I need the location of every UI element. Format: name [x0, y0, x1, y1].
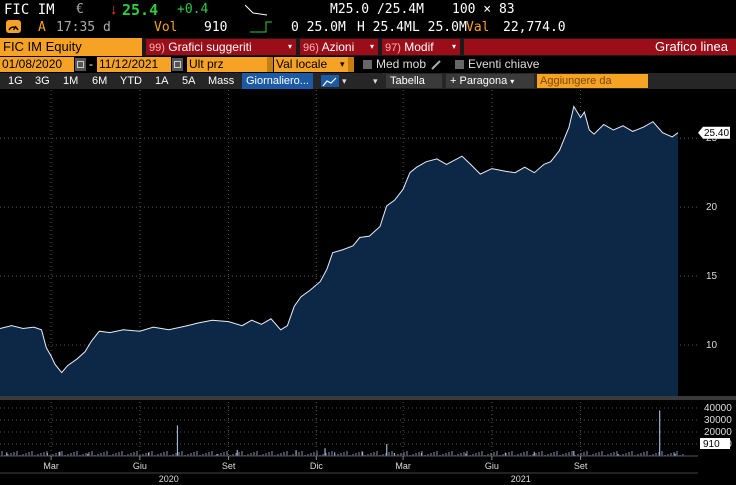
chart-type-title: Grafico linea — [464, 39, 736, 55]
start-date-field[interactable]: 01/08/2020 — [0, 57, 74, 72]
menu-label: Grafici suggeriti — [168, 40, 252, 54]
dropdown-handle[interactable] — [348, 57, 354, 72]
frequency-select[interactable]: Giornaliero... — [242, 73, 313, 89]
suggested-charts-menu[interactable]: 99) Grafici suggeriti ▾ — [146, 39, 296, 55]
key-events-checkbox[interactable] — [455, 60, 464, 69]
panel-divider[interactable] — [0, 396, 736, 400]
bid-ask: M25.0 /25.4M — [330, 2, 424, 17]
compare-label: Paragona — [459, 75, 508, 87]
end-date-field[interactable]: 11/12/2021 — [97, 57, 171, 72]
volume-tick-label: 20000 — [704, 427, 732, 438]
year-label: 2021 — [511, 474, 531, 484]
price-line — [0, 105, 679, 374]
chevron-down-icon: ▾ — [510, 77, 515, 86]
key-events-label: Eventi chiave — [468, 57, 540, 71]
price-field-select[interactable]: Ult prz — [187, 57, 267, 72]
time-tick-label: Giu — [485, 461, 499, 471]
price-tick-label: 10 — [706, 340, 718, 351]
market-status-icon — [6, 20, 22, 37]
quote-time: 17:35 d — [56, 20, 111, 35]
chevron-down-icon: ▾ — [340, 59, 345, 69]
add-security-input[interactable]: Aggiungere da — [537, 74, 648, 88]
line-chart-icon[interactable] — [321, 75, 339, 87]
chevron-down-icon[interactable]: ▾ — [342, 76, 347, 86]
dropdown-handle[interactable] — [267, 57, 273, 72]
chevron-down-icon: ▾ — [451, 42, 456, 51]
sparkline-up-icon — [250, 21, 274, 36]
time-tick-label: Mar — [395, 461, 411, 471]
value-traded: 22,774.0 — [503, 20, 566, 35]
pencil-icon[interactable] — [430, 58, 442, 76]
compare-button[interactable]: + Paragona ▾ — [446, 74, 534, 88]
menu-label: Modif — [404, 40, 434, 54]
time-tick-label: Giu — [133, 461, 147, 471]
menu-number: 96) — [303, 42, 319, 54]
period-1d[interactable]: 1G — [8, 75, 23, 87]
last-volume-label: 910 — [700, 438, 730, 450]
plus-icon: + — [450, 75, 457, 87]
calendar-icon[interactable] — [172, 58, 183, 71]
volume-tick-label: 30000 — [704, 415, 732, 426]
time-axis: Mar Giu Set Dic Mar Giu Set 2020 2021 — [0, 456, 698, 484]
value-label: Val — [466, 20, 490, 35]
chevron-down-icon[interactable]: ▾ — [373, 76, 378, 86]
currency: € — [76, 2, 84, 17]
period-5y[interactable]: 5A — [182, 75, 196, 87]
table-button[interactable]: Tabella — [386, 74, 442, 88]
menu-label: Azioni — [321, 40, 355, 54]
period-3d[interactable]: 3G — [35, 75, 50, 87]
time-tick-label: Mar — [43, 461, 59, 471]
edit-menu[interactable]: 97) Modif ▾ — [382, 39, 460, 55]
chevron-down-icon: ▾ — [287, 42, 292, 51]
price-change: +0.4 — [177, 2, 209, 17]
menu-number: 97) — [385, 42, 401, 54]
sparkline-icon — [244, 4, 269, 19]
period-max[interactable]: Mass — [208, 75, 235, 87]
period-toolbar: 1G 3G 1M 6M YTD 1A 5A Mass Giornaliero..… — [0, 73, 736, 89]
price-tick-label: 15 — [706, 271, 718, 282]
price-tick-label: 20 — [706, 202, 718, 213]
last-price-value: 25.40 — [704, 128, 729, 139]
volume-tick-label: 40000 — [704, 403, 732, 414]
quote-bar: FIC IM € ↓ 25.4 +0.4 M25.0 /25.4M 100 × … — [0, 0, 736, 38]
period-1m[interactable]: 1M — [63, 75, 79, 87]
moving-average-label: Med mob — [376, 57, 427, 71]
function-header: FIC IM Equity 99) Grafici suggeriti ▾ 96… — [0, 38, 736, 56]
ticker: FIC IM — [4, 2, 55, 18]
moving-average-checkbox[interactable] — [363, 60, 372, 69]
low-price: L 25.0M — [412, 20, 467, 35]
period-1y[interactable]: 1A — [155, 75, 169, 87]
year-label: 2020 — [159, 474, 179, 484]
volume-value: 910 — [204, 20, 228, 35]
high-price: H 25.4M — [357, 20, 412, 35]
period-ytd[interactable]: YTD — [120, 75, 142, 87]
chart-options-bar: 01/08/2020 - 11/12/2021 Ult prz Val loca… — [0, 57, 736, 72]
time-tick-label: Set — [574, 461, 588, 471]
price-tick-label: 25 — [706, 133, 718, 144]
time-tick-label: Dic — [310, 461, 323, 471]
security-field[interactable]: FIC IM Equity — [0, 38, 142, 56]
chevron-down-icon: ▾ — [369, 42, 374, 51]
currency-select[interactable]: Val locale — [274, 57, 348, 72]
actions-menu[interactable]: 96) Azioni ▾ — [300, 39, 378, 55]
time-tick-label: Set — [222, 461, 236, 471]
open-price: 0 25.0M — [291, 20, 346, 35]
date-separator: - — [89, 57, 93, 71]
period-6m[interactable]: 6M — [92, 75, 108, 87]
menu-number: 99) — [149, 42, 165, 54]
last-price: 25.4 — [122, 1, 159, 19]
bid-ask-size: 100 × 83 — [452, 2, 515, 17]
calendar-icon[interactable] — [75, 58, 86, 71]
last-price-label: 25.40 — [698, 126, 730, 139]
price-axis: 10 15 20 25 — [706, 133, 718, 351]
volume-gridlines — [0, 407, 698, 445]
last-volume-value: 910 — [703, 439, 720, 450]
status-letter: A — [38, 20, 46, 35]
down-arrow-icon: ↓ — [110, 1, 118, 18]
volume-label: Vol — [154, 20, 178, 35]
